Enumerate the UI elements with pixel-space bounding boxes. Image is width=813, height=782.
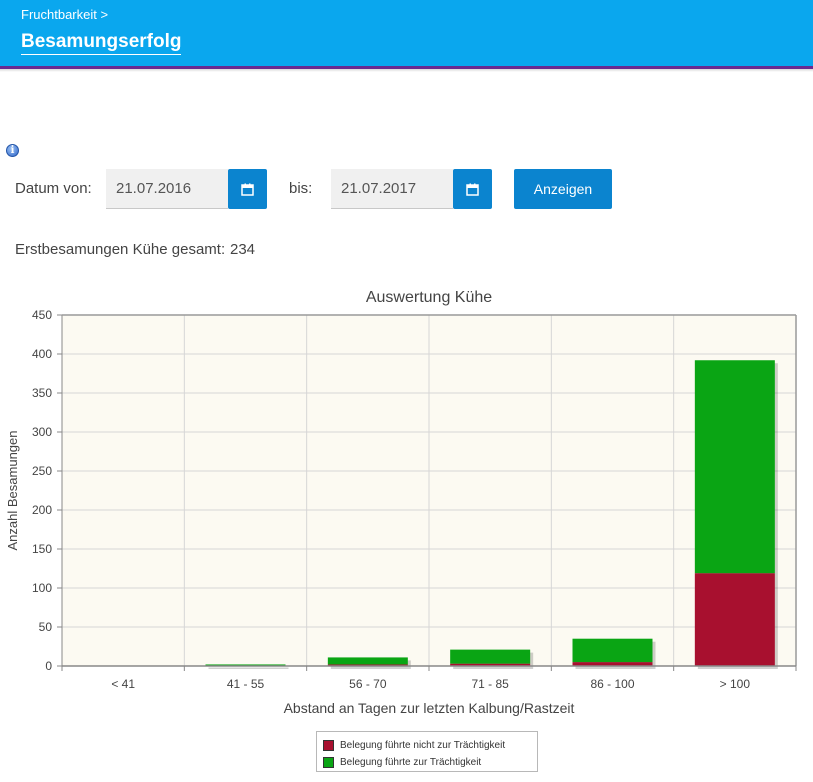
x-tick-label: 71 - 85 xyxy=(471,677,509,691)
summary-value: 234 xyxy=(230,241,256,258)
legend-label-not-pregnant: Belegung führte nicht zur Trächtigkeit xyxy=(340,739,506,751)
show-button[interactable]: Anzeigen xyxy=(514,169,612,209)
bar-not-pregnant xyxy=(694,573,775,666)
x-tick-label: 86 - 100 xyxy=(590,677,634,691)
calendar-icon xyxy=(241,183,254,196)
y-tick-label: 450 xyxy=(32,308,52,322)
x-tick-label: > 100 xyxy=(720,677,751,691)
bar-shadow xyxy=(575,665,656,669)
bar-not-pregnant xyxy=(450,663,531,666)
info-icon[interactable]: i xyxy=(6,144,19,157)
legend-item-pregnant[interactable]: Belegung führte zur Trächtigkeit xyxy=(323,756,481,768)
bar-pregnant xyxy=(572,638,653,663)
chart-legend: Belegung führte nicht zur Trächtigkeit B… xyxy=(316,731,538,772)
y-tick-label: 250 xyxy=(32,464,52,478)
breadcrumb[interactable]: Fruchtbarkeit > xyxy=(21,7,109,22)
x-tick-label: 56 - 70 xyxy=(349,677,387,691)
x-tick-label: 41 - 55 xyxy=(227,677,265,691)
date-to-calendar-button[interactable] xyxy=(453,169,492,209)
y-tick-label: 350 xyxy=(32,386,52,400)
chart-title: Auswertung Kühe xyxy=(366,289,492,306)
date-to-label: bis: xyxy=(289,180,313,197)
bar-pregnant xyxy=(205,664,286,666)
header-shadow xyxy=(0,69,813,72)
legend-item-not-pregnant[interactable]: Belegung führte nicht zur Trächtigkeit xyxy=(323,739,505,751)
bar-shadow xyxy=(453,666,534,669)
date-to-input[interactable]: 21.07.2017 xyxy=(331,169,453,209)
y-axis-title: Anzahl Besamungen xyxy=(5,431,20,551)
bar-shadow xyxy=(330,667,411,669)
date-from-calendar-button[interactable] xyxy=(228,169,267,209)
bar-pregnant xyxy=(694,360,775,574)
app-header: Fruchtbarkeit > Besamungserfolg xyxy=(0,0,813,66)
date-from-input[interactable]: 21.07.2016 xyxy=(106,169,228,209)
summary-label: Erstbesamungen Kühe gesamt: xyxy=(15,241,226,258)
bar-chart: 0 50 100 150 200 250 300 350 400 450 < 41 41 - 55 56… xyxy=(5,289,797,716)
bar-not-pregnant xyxy=(572,662,653,666)
legend-label-pregnant: Belegung führte zur Trächtigkeit xyxy=(340,756,482,768)
header-accent-line xyxy=(0,66,813,69)
y-tick-label: 200 xyxy=(32,503,52,517)
x-tick-label: < 41 xyxy=(111,677,135,691)
bar-shadow xyxy=(208,667,289,669)
y-tick-label: 50 xyxy=(39,620,53,634)
bar-not-pregnant xyxy=(327,664,408,666)
y-tick-label: 300 xyxy=(32,425,52,439)
legend-swatch-not-pregnant xyxy=(323,739,334,751)
calendar-icon xyxy=(466,183,479,196)
y-tick-label: 150 xyxy=(32,542,52,556)
x-axis-title: Abstand an Tagen zur letzten Kalbung/Ras… xyxy=(284,700,575,716)
bar-pregnant xyxy=(450,649,531,664)
date-from-label: Datum von: xyxy=(15,180,92,197)
page-title[interactable]: Besamungserfolg xyxy=(21,31,182,55)
bar-pregnant xyxy=(327,657,408,665)
y-tick-label: 100 xyxy=(32,581,52,595)
y-tick-label: 400 xyxy=(32,347,52,361)
y-tick-label: 0 xyxy=(45,659,52,673)
legend-swatch-pregnant xyxy=(323,756,334,768)
